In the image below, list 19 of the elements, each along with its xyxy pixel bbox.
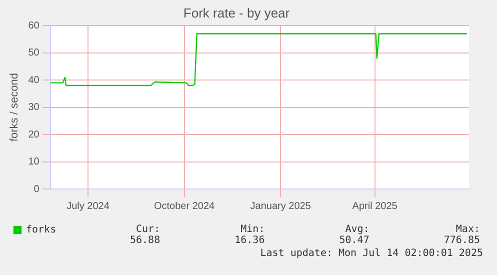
y-tick-label: 20 (28, 129, 40, 140)
y-tick-label: 60 (28, 20, 40, 32)
text: Avg: 50.47 (339, 224, 370, 246)
text: Min: 16.36 (234, 224, 265, 246)
text: Max: 776.85 (444, 224, 480, 246)
text: Last update: Mon Jul 14 02:00:01 2025 (260, 248, 483, 259)
y-axis-title: forks / second (8, 73, 21, 142)
x-tick-label: January 2025 (250, 200, 312, 212)
text: Cur: 56.88 (130, 224, 160, 246)
x-tick-label: October 2024 (154, 200, 216, 212)
y-tick-label: 30 (28, 102, 40, 114)
y-tick-label: 0 (34, 184, 40, 195)
x-tick-label: April 2025 (352, 200, 398, 212)
y-tick-label: 10 (28, 156, 40, 168)
chart-title: Fork rate - by year (183, 5, 290, 20)
x-tick-label: July 2024 (66, 200, 110, 212)
y-tick-label: 50 (28, 48, 40, 59)
y-tick-label: 40 (28, 74, 40, 86)
legend-label: forks (26, 224, 56, 236)
